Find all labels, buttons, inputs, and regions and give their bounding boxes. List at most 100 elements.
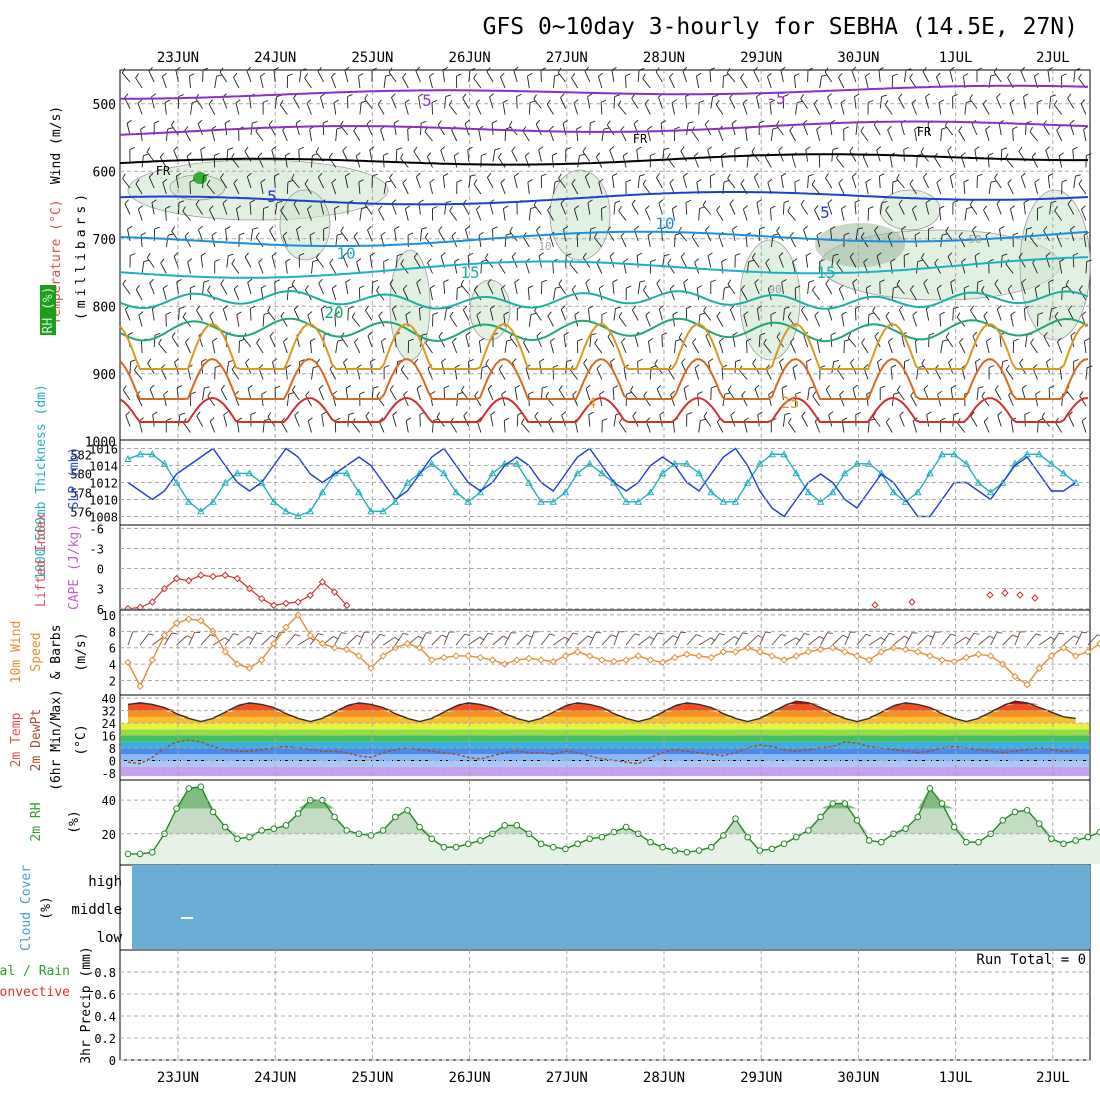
contour-label: 5 — [422, 91, 432, 110]
rh-point — [563, 846, 569, 852]
rh-point — [939, 801, 945, 807]
rh-point — [1049, 836, 1055, 842]
rh-point — [866, 838, 872, 844]
barb-shaft — [844, 341, 845, 353]
rh-point — [174, 806, 180, 812]
rh-point — [429, 836, 435, 842]
date-label-bottom: 24JUN — [254, 1070, 296, 1086]
barb-shaft — [783, 203, 784, 215]
rh-point — [806, 828, 812, 834]
rh-shade — [880, 190, 940, 230]
rh-point — [818, 814, 824, 820]
y-tick-label: 0 — [97, 563, 104, 577]
rh-point — [332, 814, 338, 820]
ylabel-slp: SLP (mb) — [67, 447, 82, 510]
rh-point — [915, 814, 921, 820]
ylabel-barbs: & Barbs — [49, 625, 64, 680]
rh-point — [514, 823, 520, 829]
rh-point — [1061, 841, 1067, 847]
y-tick-label: 1012 — [89, 477, 118, 491]
rh-point — [186, 786, 192, 792]
contour-label: 15 — [460, 263, 479, 282]
rh-point — [441, 844, 447, 850]
rh-shade — [1020, 190, 1090, 340]
temp-band — [121, 761, 1089, 767]
temp-fill — [128, 717, 1076, 723]
pressure-tick: 600 — [93, 165, 116, 180]
y-tick-label: 40 — [102, 794, 116, 808]
rh-point — [660, 844, 666, 850]
rh-point — [976, 839, 982, 845]
rh-point — [745, 834, 751, 840]
rh-point — [150, 849, 156, 855]
y-tick-label: 20 — [102, 828, 116, 842]
y-tick-label: 6 — [109, 642, 116, 656]
rh-point — [393, 814, 399, 820]
date-label-bottom: 30JUN — [837, 1070, 879, 1086]
cloud-level-middle: middle — [71, 902, 122, 918]
rh-point — [417, 824, 423, 830]
y-tick-label: -8 — [102, 767, 116, 781]
date-label-bottom: 23JUN — [157, 1070, 199, 1086]
temp-band — [121, 736, 1089, 742]
rh-point — [210, 809, 216, 815]
y-tick-label: 2 — [109, 675, 116, 689]
rh-point — [623, 824, 629, 830]
y-tick-label: 40 — [102, 692, 116, 706]
rh-point — [733, 816, 739, 822]
date-label-top: 26JUN — [449, 50, 491, 66]
barb-shaft — [141, 341, 142, 353]
barb-shaft — [517, 97, 518, 109]
barb-shaft — [735, 362, 736, 374]
date-label-top: 23JUN — [157, 50, 199, 66]
temp-fill — [128, 711, 1076, 717]
ylabel-temp-unit: (°C) — [74, 724, 89, 755]
rh-point — [344, 828, 350, 834]
rh-point — [405, 807, 411, 813]
rh-point — [235, 836, 241, 842]
date-label-top: 24JUN — [254, 50, 296, 66]
rh-point — [550, 844, 556, 850]
contour-label: 25 — [780, 393, 799, 412]
rh-point — [684, 849, 690, 855]
contour-label: FR — [633, 132, 648, 146]
rh-point — [587, 836, 593, 842]
pressure-tick: 500 — [93, 98, 116, 113]
pressure-tick: 800 — [93, 300, 116, 315]
ylabel-wind: Wind (m/s) — [49, 106, 64, 184]
cloud-cover-fill — [132, 865, 1090, 949]
rh-point — [478, 838, 484, 844]
date-label-bottom: 1JUL — [939, 1070, 973, 1086]
y-tick-label: 0.4 — [94, 1010, 116, 1024]
contour-label: 90 — [768, 283, 781, 296]
date-label-top: 1JUL — [939, 50, 973, 66]
rh-point — [295, 811, 301, 817]
ylabel-3hr-precip: 3hr Precip (mm) — [79, 946, 94, 1063]
ylabel-convective: Convective — [0, 985, 70, 1000]
y-tick-label: 8 — [109, 742, 116, 756]
rh-point — [599, 834, 605, 840]
y-tick-label: 0.2 — [94, 1032, 116, 1046]
rh-point — [951, 824, 957, 830]
barb-shaft — [457, 288, 458, 300]
rh-point — [769, 846, 775, 852]
rh-point — [247, 834, 253, 840]
temp-band — [121, 723, 1089, 729]
rh-point — [538, 841, 544, 847]
y-tick-label: 0.8 — [94, 966, 116, 980]
rh-point — [1000, 818, 1006, 824]
rh-point — [283, 823, 289, 829]
cloud-level-high: high — [88, 874, 122, 890]
barb-shaft — [287, 182, 288, 194]
barb-shaft — [614, 97, 615, 109]
contour-label: 10 — [538, 240, 551, 253]
ylabel-rh: RH (%) — [41, 287, 56, 334]
barb-shaft — [675, 235, 676, 247]
barb-shaft — [1013, 129, 1014, 141]
contour-label: 50 — [968, 233, 981, 246]
